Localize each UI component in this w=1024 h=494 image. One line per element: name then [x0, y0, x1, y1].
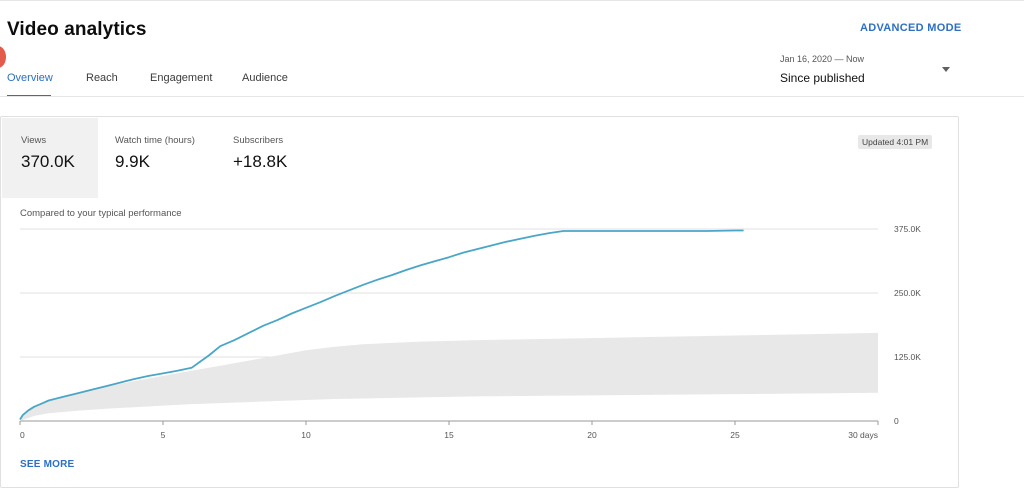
see-more-button[interactable]: SEE MORE [20, 459, 75, 470]
date-range-select[interactable]: Since published [780, 71, 865, 85]
tab-overview[interactable]: Overview [7, 66, 53, 97]
metric-value: +18.8K [233, 152, 288, 171]
metric-label: Watch time (hours) [115, 135, 195, 146]
updated-badge: Updated 4:01 PM [858, 135, 933, 149]
top-border [0, 0, 1024, 1]
metric-label: Subscribers [233, 135, 284, 146]
metric-subscribers[interactable]: Subscribers +18.8K [216, 118, 326, 198]
date-range-dates: Jan 16, 2020 — Now [780, 54, 865, 64]
metric-views[interactable]: Views 370.0K [2, 118, 98, 198]
metrics-card: Views 370.0K Watch time (hours) 9.9K Sub… [0, 116, 959, 488]
tab-reach[interactable]: Reach [86, 72, 118, 84]
avatar[interactable] [0, 46, 6, 68]
metric-label: Views [21, 135, 47, 146]
tab-engagement[interactable]: Engagement [150, 72, 213, 84]
chevron-down-icon[interactable] [942, 67, 950, 72]
metric-value: 370.0K [21, 152, 75, 171]
metric-watch-time[interactable]: Watch time (hours) 9.9K [98, 118, 216, 198]
tabs-divider [0, 96, 1024, 97]
metric-value: 9.9K [115, 152, 150, 171]
advanced-mode-button[interactable]: ADVANCED MODE [860, 22, 962, 34]
tab-audience[interactable]: Audience [242, 72, 288, 84]
chart-caption: Compared to your typical performance [20, 208, 182, 219]
page-title: Video analytics [7, 19, 147, 40]
